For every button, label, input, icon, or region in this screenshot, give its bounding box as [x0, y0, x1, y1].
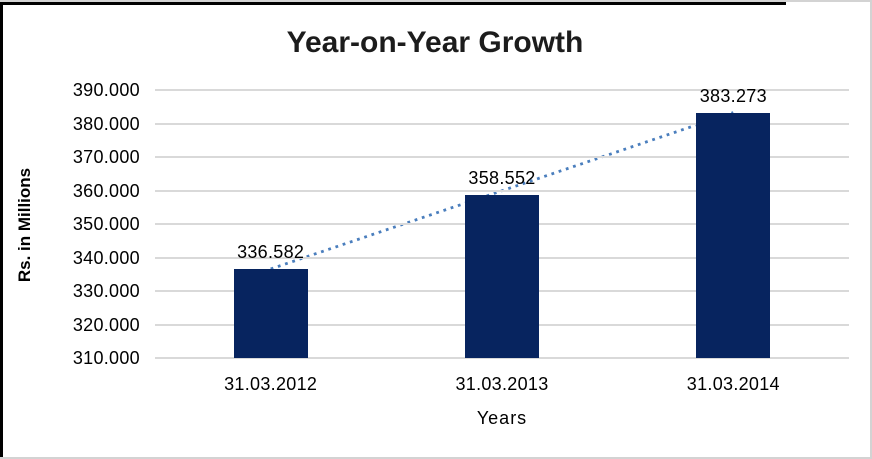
y-tick-label: 340.000	[72, 247, 140, 268]
chart-border-top	[0, 2, 786, 5]
bar	[233, 268, 308, 358]
data-label: 383.273	[699, 85, 767, 106]
y-tick-label: 370.000	[72, 147, 140, 167]
plot-area: 336.582 358.552 383.273	[155, 86, 849, 359]
data-label: 358.552	[468, 168, 536, 189]
gridline	[155, 89, 849, 91]
gridline	[155, 357, 849, 359]
y-tick-label: 310.000	[72, 348, 140, 368]
y-tick-label: 320.000	[72, 314, 140, 335]
y-tick-label: 350.000	[72, 214, 140, 234]
y-tick-label: 390.000	[72, 80, 140, 100]
bar	[465, 195, 539, 358]
gridline	[155, 189, 849, 192]
chart-title: Year-on-Year Growth	[286, 26, 584, 59]
y-tick-label: 330.000	[72, 281, 140, 301]
gridline	[155, 122, 849, 125]
data-label: 336.582	[237, 241, 305, 262]
gridline	[155, 156, 849, 158]
bar	[696, 112, 771, 358]
chart-border-left	[0, 2, 3, 457]
y-tick-label: 380.000	[72, 113, 140, 134]
x-tick-label: 31.03.2013	[455, 374, 549, 394]
x-tick-label: 31.03.2012	[224, 374, 318, 394]
x-tick-label: 31.03.2014	[686, 374, 780, 394]
x-axis-title: Years	[476, 408, 528, 428]
y-tick-label: 360.000	[72, 180, 140, 201]
